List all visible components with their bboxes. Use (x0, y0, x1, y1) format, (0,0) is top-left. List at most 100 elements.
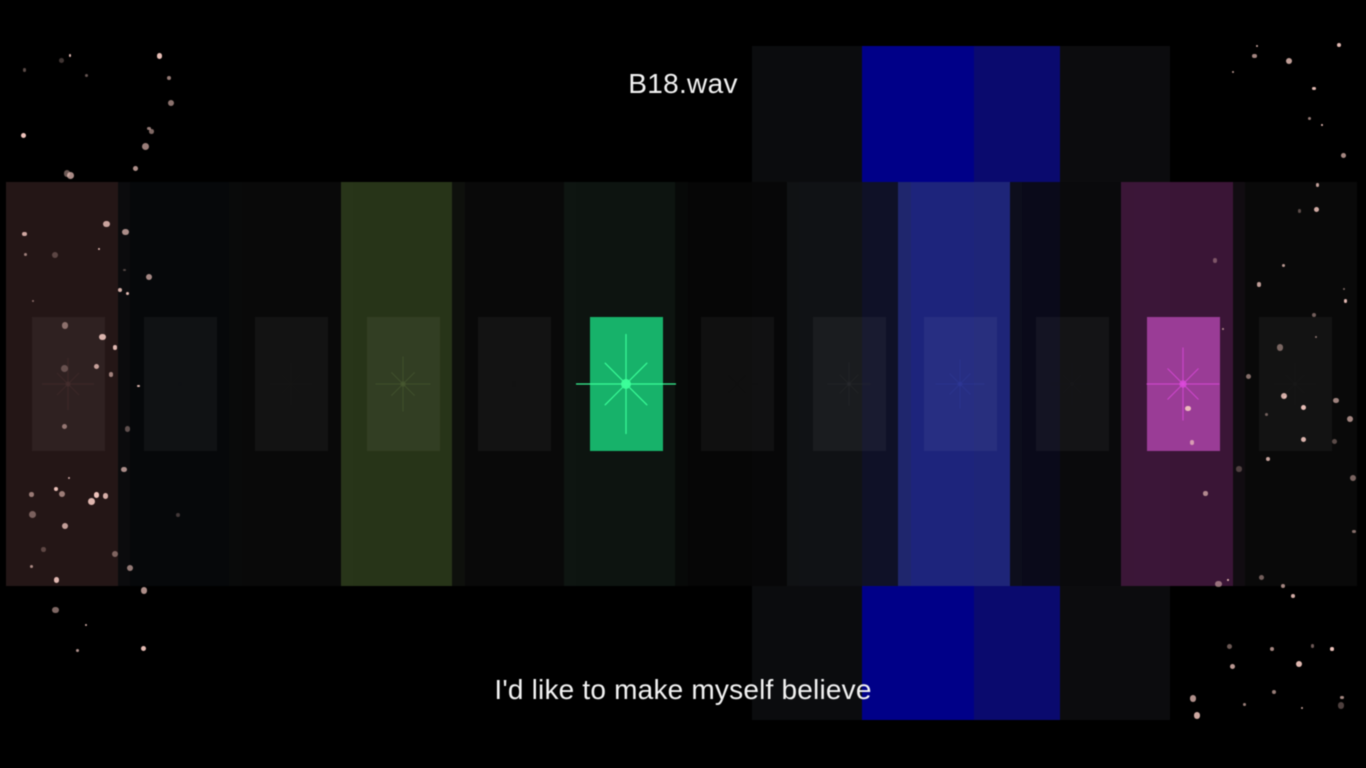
particle (1308, 116, 1312, 120)
particle (1290, 593, 1295, 598)
particle (140, 587, 148, 594)
particle (108, 372, 114, 377)
particle (98, 248, 101, 251)
particle (1301, 404, 1307, 411)
particle (1193, 712, 1201, 720)
particle (118, 288, 123, 293)
sparkle-icon (241, 334, 341, 434)
particle (1215, 580, 1222, 587)
particle (66, 172, 74, 179)
particle (1272, 690, 1277, 695)
particle (1189, 695, 1197, 702)
particle (141, 645, 147, 651)
particle (1349, 474, 1356, 481)
particle (1297, 209, 1302, 213)
band-core (32, 317, 105, 451)
lyric-line: I'd like to make myself believe (494, 674, 872, 705)
particle (94, 363, 100, 369)
band-column (1232, 182, 1357, 586)
particle (1252, 53, 1257, 59)
particle (1333, 397, 1339, 404)
particle (1212, 258, 1218, 264)
particle (1229, 663, 1235, 669)
band-column (786, 182, 911, 586)
particle (112, 345, 118, 350)
particle (149, 129, 154, 134)
particle (1352, 529, 1356, 534)
particle (167, 75, 172, 80)
sparkle-icon (910, 334, 1010, 434)
band-column (452, 182, 576, 586)
particle (127, 564, 134, 571)
particle (88, 497, 96, 505)
particle (1340, 153, 1346, 159)
sparkle-icon (1245, 334, 1345, 434)
particle (1300, 437, 1306, 443)
particle (1226, 643, 1233, 649)
particle (1243, 702, 1246, 706)
band-column (1009, 182, 1134, 586)
particle (1185, 405, 1191, 412)
particle (93, 491, 100, 498)
band-column (898, 182, 1022, 586)
particle (1236, 466, 1242, 472)
particle (1264, 412, 1269, 417)
particle (31, 299, 35, 303)
band-core (255, 317, 328, 451)
particle (175, 513, 180, 518)
particle (146, 273, 153, 280)
particle (1269, 646, 1275, 651)
particle (58, 491, 65, 498)
particle (23, 252, 28, 257)
particle (1337, 701, 1345, 709)
particle (28, 511, 36, 519)
particle (1276, 343, 1284, 351)
particle (61, 322, 69, 330)
particle (84, 73, 88, 77)
particle (1314, 335, 1317, 338)
band-core (1258, 317, 1332, 451)
particle (1246, 374, 1252, 380)
band-column (675, 182, 799, 586)
band-core (1035, 317, 1109, 451)
sparkle-icon (130, 334, 230, 434)
particle (126, 292, 130, 296)
particle (68, 54, 72, 57)
particle (142, 143, 149, 151)
particle (1258, 574, 1265, 581)
particle (1281, 392, 1288, 399)
particle (112, 550, 118, 557)
particle (52, 251, 58, 258)
sparkle-icon (464, 334, 564, 434)
sparkle-icon (799, 334, 899, 434)
band-core (812, 317, 886, 451)
particle (1344, 299, 1348, 303)
particle (1310, 644, 1315, 648)
particle (1313, 206, 1320, 213)
particle (1203, 491, 1208, 496)
particle (167, 99, 175, 107)
particle (1256, 281, 1262, 287)
particle (147, 126, 151, 131)
track-filename: B18.wav (628, 68, 738, 99)
particle (103, 220, 110, 228)
sparkle-icon (1022, 334, 1122, 434)
particle (61, 522, 68, 529)
particle (1280, 583, 1286, 588)
particle (52, 607, 59, 614)
particle (41, 547, 46, 552)
particle (1331, 438, 1338, 445)
particle (1189, 440, 1195, 445)
particle (1342, 287, 1345, 290)
sparkle-icon (687, 334, 787, 434)
sparkle-icon (18, 334, 118, 434)
particle (61, 365, 69, 372)
particle (1300, 706, 1304, 710)
particle (61, 424, 67, 430)
particle (58, 58, 64, 64)
particle (1265, 456, 1271, 462)
particle (21, 132, 27, 139)
